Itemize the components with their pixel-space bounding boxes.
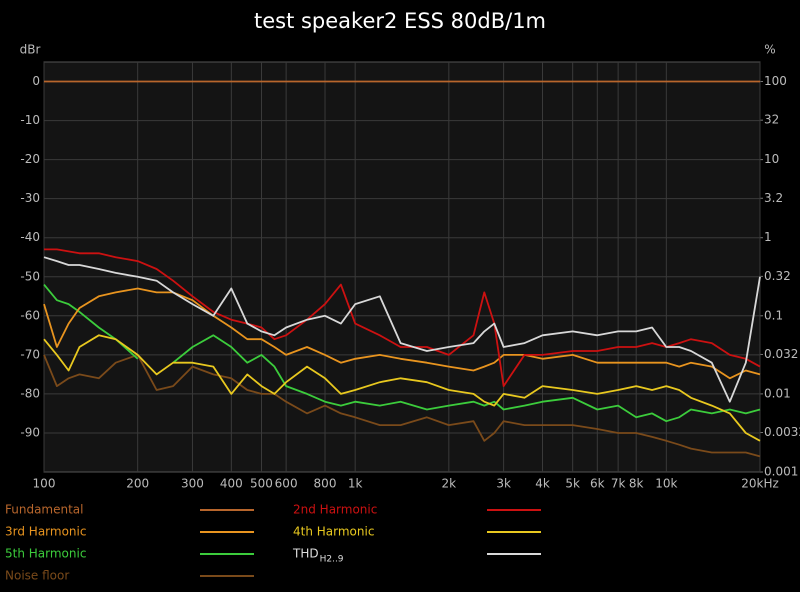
y-axis-label: dBr [20, 43, 41, 57]
y2-tick-label: 100 [764, 74, 787, 88]
plot-area [43, 61, 761, 473]
y2-tick-label: 1 [764, 230, 772, 244]
x-tick-label: 2k [442, 477, 457, 491]
y2-tick-label: 0.32 [764, 269, 791, 283]
x-tick-label: 4k [535, 477, 550, 491]
legend-label: THD [292, 547, 319, 561]
x-tick-label: 600 [275, 477, 298, 491]
x-tick-label: 400 [220, 477, 243, 491]
series-line [43, 287, 761, 380]
y2-axis-label: % [764, 43, 775, 57]
legend-label: 4th Harmonic [293, 525, 374, 539]
y-tick-label: -50 [20, 269, 40, 283]
legend-subscript: H2..9 [320, 555, 344, 565]
legend-label: 5th Harmonic [5, 547, 86, 561]
y-tick-label: -40 [20, 230, 40, 244]
y-tick-label: -10 [20, 113, 40, 127]
series-line [43, 334, 761, 442]
y-tick-label: -90 [20, 425, 40, 439]
x-tick-label: 800 [314, 477, 337, 491]
x-tick-label: 6k [590, 477, 605, 491]
y2-tick-label: 32 [764, 113, 779, 127]
y2-tick-label: 0.1 [764, 308, 783, 322]
x-tick-label: 200 [126, 477, 149, 491]
legend-label: Fundamental [5, 503, 84, 517]
y-tick-label: -30 [20, 191, 40, 205]
y2-tick-label: 0.01 [764, 386, 791, 400]
y-tick-label: 0 [32, 74, 40, 88]
y2-tick-label: 3.2 [764, 191, 783, 205]
x-tick-label: 100 [33, 477, 56, 491]
x-tick-label: 8k [629, 477, 644, 491]
y-tick-label: -60 [20, 308, 40, 322]
y-tick-label: -20 [20, 152, 40, 166]
x-tick-label: 20kHz [741, 477, 779, 491]
legend-label: Noise floor [5, 569, 69, 583]
x-tick-label: 300 [181, 477, 204, 491]
x-tick-label: 5k [565, 477, 580, 491]
x-tick-label: 3k [496, 477, 511, 491]
series-line [43, 256, 761, 403]
x-tick-label: 10k [655, 477, 677, 491]
y2-tick-label: 10 [764, 152, 779, 166]
legend-label: 3rd Harmonic [5, 525, 86, 539]
y-tick-label: -70 [20, 347, 40, 361]
y-tick-label: -80 [20, 386, 40, 400]
y2-tick-label: 0.032 [764, 347, 798, 361]
x-tick-label: 500 [250, 477, 273, 491]
x-tick-label: 7k [611, 477, 626, 491]
series-line [43, 354, 761, 458]
legend-label: 2nd Harmonic [293, 503, 377, 517]
x-tick-label: 1k [348, 477, 363, 491]
chart-title: test speaker2 ESS 80dB/1m [254, 9, 546, 33]
y2-tick-label: 0.001 [764, 465, 798, 479]
series-line [44, 248, 761, 387]
